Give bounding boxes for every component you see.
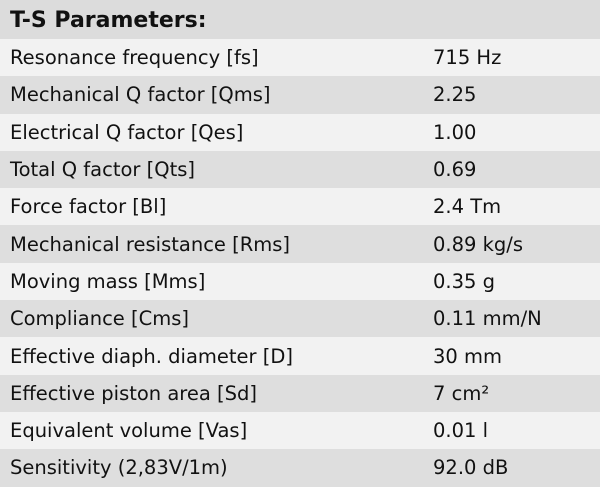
table-row: Sensitivity (2,83V/1m) 92.0 dB (0, 449, 600, 487)
table-row: Effective diaph. diameter [D] 30 mm (0, 337, 600, 375)
table-row: Force factor [Bl] 2.4 Tm (0, 188, 600, 226)
parameter-value: 715 Hz (433, 46, 502, 70)
parameter-label: Electrical Q factor [Qes] (10, 120, 244, 144)
parameter-label: Equivalent volume [Vas] (10, 419, 248, 443)
table-row: Compliance [Cms] 0.11 mm/N (0, 300, 600, 338)
parameter-value: 2.4 Tm (433, 195, 502, 219)
parameter-value: 0.35 g (433, 269, 495, 293)
table-row: Electrical Q factor [Qes] 1.00 (0, 113, 600, 151)
table-row: Mechanical Q factor [Qms] 2.25 (0, 76, 600, 114)
parameter-value: 92.0 dB (433, 456, 509, 480)
parameter-value: 0.69 (433, 158, 477, 182)
table-row: Effective piston area [Sd] 7 cm² (0, 374, 600, 412)
parameter-value: 0.01 l (433, 419, 489, 443)
parameter-value: 30 mm (433, 344, 503, 368)
parameters-table: Resonance frequency [fs] 715 Hz Mechanical… (0, 39, 600, 487)
parameter-value: 2.25 (433, 83, 477, 107)
parameter-value: 0.11 mm/N (433, 307, 542, 331)
parameter-label: Effective diaph. diameter [D] (10, 344, 293, 368)
parameter-label: Moving mass [Mms] (10, 269, 206, 293)
table-row: Total Q factor [Qts] 0.69 (0, 150, 600, 189)
parameter-label: Sensitivity (2,83V/1m) (10, 456, 228, 480)
table-row: Equivalent volume [Vas] 0.01 l (0, 411, 600, 450)
parameter-label: Force factor [Bl] (10, 195, 167, 219)
table-row: Resonance frequency [fs] 715 Hz (0, 39, 600, 77)
table-row: Mechanical resistance [Rms] 0.89 kg/s (0, 225, 600, 263)
parameter-label: Compliance [Cms] (10, 307, 189, 331)
parameter-label: Effective piston area [Sd] (10, 381, 258, 405)
parameter-value: 0.89 kg/s (433, 232, 524, 256)
parameter-label: Resonance frequency [fs] (10, 46, 259, 70)
parameter-label: Mechanical Q factor [Qms] (10, 83, 271, 107)
parameter-value: 1.00 (433, 120, 477, 144)
parameter-value: 7 cm² (433, 381, 490, 405)
parameter-label: Mechanical resistance [Rms] (10, 232, 291, 256)
table-title: T-S Parameters: (0, 0, 600, 39)
table-row: Moving mass [Mms] 0.35 g (0, 262, 600, 301)
parameter-label: Total Q factor [Qts] (10, 158, 195, 182)
